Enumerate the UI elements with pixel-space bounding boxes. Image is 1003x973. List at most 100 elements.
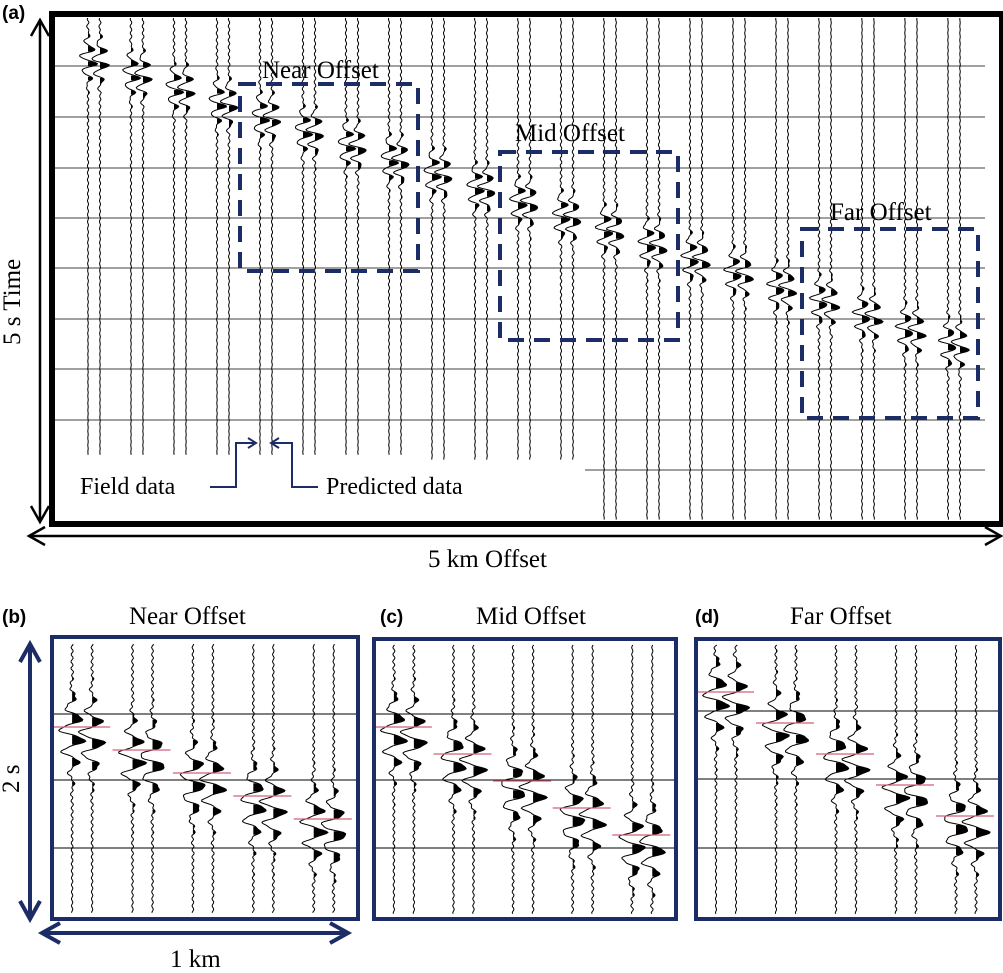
wiggle-fill (776, 321, 778, 324)
wiggle-fill (836, 719, 840, 729)
wiggle-fill (432, 174, 442, 180)
wiggle-trace (77, 643, 107, 913)
wiggle-fill (393, 691, 398, 702)
wiggle-fill (88, 91, 90, 94)
wiggle-fill (736, 748, 739, 751)
wiggle-fill (313, 827, 328, 838)
wiggle-fill (956, 761, 958, 764)
wiggle-fill (690, 273, 694, 281)
wiggle-fill (736, 753, 738, 757)
panel-a-time-label: 5 s Time (0, 259, 26, 345)
wiggle-fill (533, 748, 538, 758)
wiggle-fill (836, 699, 838, 702)
wiggle-fill (143, 49, 146, 52)
far-offset-box-label: Far Offset (830, 199, 932, 226)
wiggle-fill (776, 754, 784, 764)
wiggle-fill (702, 277, 706, 282)
panel-c-title: Mid Offset (476, 603, 586, 630)
wiggle-fill (453, 762, 467, 773)
wiggle-fill (212, 762, 224, 773)
wiggle-fill (788, 321, 790, 324)
wiggle-fill (192, 719, 195, 722)
wiggle-fill (92, 696, 97, 703)
wiggle-fill (346, 118, 349, 122)
wiggle-fill (72, 713, 83, 724)
wiggle-fill (632, 865, 640, 876)
wiggle-fill (896, 844, 898, 848)
wiggle-fill (253, 783, 264, 792)
wiggle-fill (917, 301, 919, 309)
wiggle-fill (72, 677, 74, 680)
wiggle-fill (862, 286, 864, 291)
wiggle-fill (647, 279, 649, 282)
wiggle-fill (956, 871, 959, 876)
wiggle-fill (273, 873, 275, 876)
wiggle-fill (358, 118, 361, 123)
wiggle-trace (841, 644, 871, 914)
wiggle-fill (702, 246, 708, 254)
wiggle-fill (788, 306, 793, 311)
wiggle-fill (273, 852, 276, 856)
wiggle-fill (917, 332, 927, 339)
wiggle-fill (174, 74, 182, 81)
wiggle-fill (533, 726, 535, 729)
wiggle-trace (618, 644, 646, 914)
wiggle-fill (632, 887, 635, 891)
field-data-label: Field data (80, 474, 176, 500)
wiggle-fill (745, 291, 750, 297)
wiggle-fill (475, 160, 478, 165)
wiggle-fill (776, 670, 778, 673)
wiggle-fill (192, 803, 199, 814)
wiggle-fill (72, 735, 86, 745)
wiggle-fill (260, 147, 262, 150)
wiggle-fill (273, 808, 288, 818)
panel-b: (b) Near Offset 2 s 1 km (0, 603, 360, 973)
panel-c-label: (c) (380, 607, 403, 628)
panel-a: Near Offset Mid Offset Far Offset Field … (0, 3, 1003, 573)
wiggle-fill (487, 190, 495, 197)
wiggle-fill (152, 699, 155, 702)
wiggle-fill (530, 189, 536, 196)
wiggle-fill (513, 726, 515, 729)
wiggle-fill (733, 273, 742, 280)
wiggle-fill (473, 743, 485, 753)
wiggle-fill (976, 783, 981, 793)
wiggle-trace (140, 643, 165, 913)
wiggle-fill (561, 202, 569, 208)
wiggle-fill (733, 288, 736, 296)
wiggle-fill (776, 288, 784, 294)
wiggle-fill (518, 217, 522, 225)
wiggle-trace (476, 17, 496, 460)
wiggle-fill (333, 831, 346, 841)
panel-a-gridlines (55, 65, 985, 471)
wiggle-fill (253, 851, 256, 856)
wiggle-fill (776, 732, 790, 743)
wiggle-fill (776, 272, 783, 280)
wiggle-fill (72, 782, 75, 786)
wiggle-fill (572, 838, 579, 848)
wiggle-fill (836, 809, 839, 813)
wiggle-fill (432, 146, 435, 150)
wiggle-trace (91, 17, 110, 455)
wiggle-fill (776, 803, 778, 806)
wiggle-fill (652, 789, 654, 792)
wiggle-fill (487, 205, 491, 212)
wiggle-fill (716, 768, 718, 771)
wiggle-fill (632, 893, 635, 896)
wiggle-trace (508, 17, 528, 460)
wiggle-fill (572, 816, 585, 827)
wiggle-fill (956, 846, 963, 855)
wiggle-fill (143, 76, 153, 83)
wiggle-fill (473, 816, 476, 819)
wiggle-fill (905, 330, 913, 338)
wiggle-fill (303, 146, 308, 152)
wiggle-fill (690, 230, 693, 234)
wiggle-fill (453, 741, 464, 751)
wiggle-fill (788, 274, 794, 281)
wiggle-fill (413, 738, 428, 749)
wiggle-fill (796, 649, 798, 653)
wiggle-fill (533, 838, 536, 842)
wiggle-fill (212, 719, 215, 722)
panel-d: (d) Far Offset (694, 603, 1002, 921)
wiggle-fill (956, 825, 968, 835)
